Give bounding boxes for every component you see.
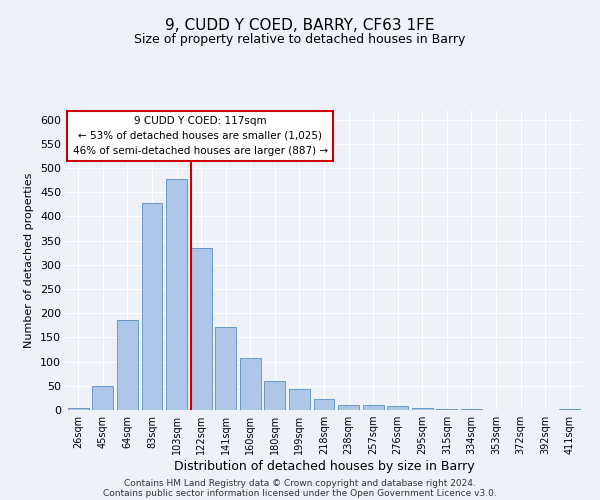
X-axis label: Distribution of detached houses by size in Barry: Distribution of detached houses by size … <box>173 460 475 473</box>
Bar <box>362 405 383 410</box>
Bar <box>265 381 286 410</box>
Bar <box>461 409 482 410</box>
Bar <box>117 320 138 410</box>
Bar <box>92 386 113 410</box>
Bar <box>436 408 457 410</box>
Bar <box>215 327 236 410</box>
Text: 9 CUDD Y COED: 117sqm
← 53% of detached houses are smaller (1,025)
46% of semi-d: 9 CUDD Y COED: 117sqm ← 53% of detached … <box>73 116 328 156</box>
Text: 9, CUDD Y COED, BARRY, CF63 1FE: 9, CUDD Y COED, BARRY, CF63 1FE <box>165 18 435 32</box>
Text: Contains HM Land Registry data © Crown copyright and database right 2024.: Contains HM Land Registry data © Crown c… <box>124 478 476 488</box>
Bar <box>289 388 310 410</box>
Text: Size of property relative to detached houses in Barry: Size of property relative to detached ho… <box>134 32 466 46</box>
Bar <box>68 408 89 410</box>
Bar <box>559 409 580 410</box>
Bar <box>387 406 408 410</box>
Bar <box>191 248 212 410</box>
Bar <box>314 399 334 410</box>
Bar <box>338 405 359 410</box>
Bar <box>412 408 433 410</box>
Bar <box>240 358 261 410</box>
Text: Contains public sector information licensed under the Open Government Licence v3: Contains public sector information licen… <box>103 488 497 498</box>
Bar <box>166 179 187 410</box>
Bar <box>142 203 163 410</box>
Y-axis label: Number of detached properties: Number of detached properties <box>25 172 34 348</box>
